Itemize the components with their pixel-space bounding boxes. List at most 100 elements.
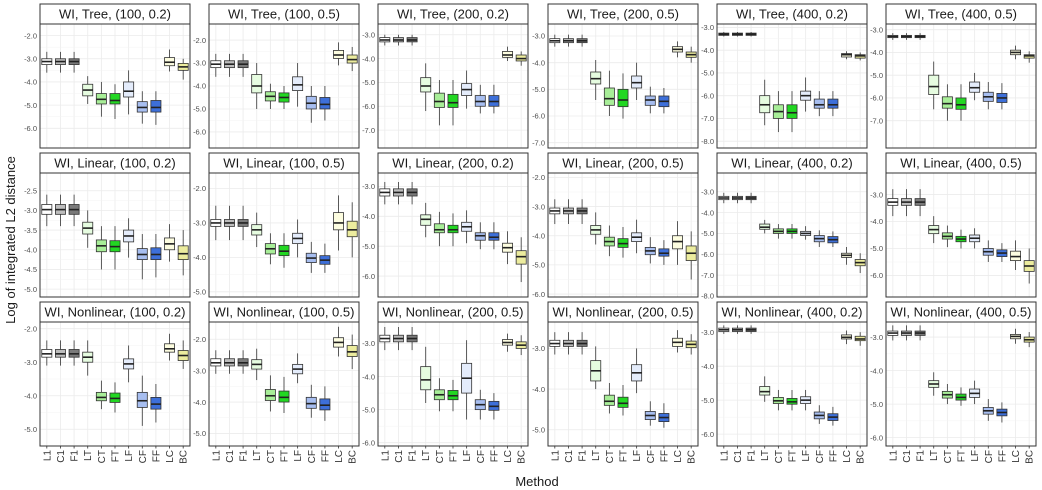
x-tick-label: FF [659,450,670,462]
box-BC [177,245,189,261]
box-LT [759,386,771,396]
y-tick-label: -5.0 [701,229,714,238]
x-tick-label: LT [252,450,263,461]
y-tick-label: -5.0 [193,429,206,438]
y-tick-label: -4.0 [24,391,37,400]
x-tick-label: CF [476,450,487,463]
y-tick-label: -6.0 [532,112,545,121]
y-tick-label: -6.0 [362,438,375,447]
y-tick-label: -3.0 [532,32,545,41]
panel-title: WI, Tree, (100, 0.2) [59,7,171,22]
y-tick-label: -5.0 [193,105,206,114]
y-tick-label: -6.0 [532,290,545,299]
y-tick-label: -7.0 [701,114,714,123]
x-tick-label: FT [788,450,799,462]
y-tick-label: -3.0 [870,333,883,342]
y-tick-label: -3.0 [870,190,883,199]
x-tick-label: FT [957,450,968,462]
y-tick-label: -7.0 [701,271,714,280]
y-tick-label: -4.0 [701,208,714,217]
y-tick-label: -3.0 [362,30,375,39]
x-tick-label: FT [449,450,460,462]
x-tick-label: CT [435,450,446,463]
panel: WI, Tree, (200, 0.2) -3.0 -4.0 -5.0 -6.0 -7.0 [362,3,529,149]
panel: WI, Nonlinear, (200, 0.5) -3.0 -4.0 -5.0 -6.… [362,301,529,464]
box-CT [603,87,615,106]
x-tick-label: LF [293,450,304,462]
panel-border [39,23,191,149]
box-LT [420,77,432,93]
y-tick-label: -4.5 [24,265,37,274]
panel-border [716,172,868,298]
x-tick-label: BC [348,450,359,464]
box-FT [617,88,629,108]
y-tick-label: -6.0 [870,94,883,103]
panel-title: WI, Nonlinear, (100, 0.2) [45,305,186,320]
x-tick-label: FF [320,450,331,462]
y-tick-label: -4.0 [362,54,375,63]
box-FF [150,100,162,113]
y-tick-label: -5.0 [24,425,37,434]
x-tick-label: C1 [56,450,67,463]
x-tick-label: BC [179,450,190,464]
y-tick-label: -5.0 [701,396,714,405]
y-tick-label: -6.0 [870,433,883,442]
y-tick-label: -3.0 [532,202,545,211]
y-tick-label: -2.0 [193,36,206,45]
x-tick-label: FF [151,450,162,462]
y-tick-label: -2.0 [24,324,37,333]
x-tick-label: F1 [747,450,758,462]
box-FF [827,98,839,109]
box-FT [955,97,967,110]
y-tick-label: -4.0 [362,372,375,381]
x-tick-label: LT [760,450,771,461]
facet-grid: WI, Tree, (100, 0.2) -2.0 -3.0 -4.0 -5.0 -6.0… [24,3,1037,464]
x-tick-label: LT [83,450,94,461]
x-tick-label: LC [842,450,853,463]
y-tick-label: -4.0 [193,253,206,262]
box-LT [928,74,940,95]
x-tick-label: FF [997,450,1008,462]
y-tick-label: -7.0 [362,126,375,135]
x-tick-label: L1 [888,450,899,462]
panel: WI, Nonlinear, (200, 0.5)-3.0-4.0-5.0L1 C… [532,301,699,464]
y-tick-label: -5.0 [532,425,545,434]
box-FT [617,396,629,408]
y-tick-label: -6.0 [701,91,714,100]
y-tick-label: -5.0 [532,85,545,94]
box-LT [420,366,432,391]
panel-border [716,23,868,149]
y-tick-label: -4.0 [532,231,545,240]
x-tick-label: CT [943,450,954,463]
y-axis-title: Log of integrated L2 distance [3,156,18,324]
x-tick-label: LC [673,450,684,463]
y-tick-label: -3.0 [24,54,37,63]
box-FT [109,93,121,105]
y-tick-label: -3.0 [193,366,206,375]
panel: WI, Linear, (200, 0.5) -2.0 -3.0 -4.0 -5.0 -6… [532,152,699,299]
panel: WI, Nonlinear, (400, 0.2) -3.0 -4.0 -5.0 -6.… [701,301,868,464]
y-tick-label: -5.0 [870,71,883,80]
y-tick-label: -5.0 [362,242,375,251]
panel: WI, Tree, (100, 0.2) -2.0 -3.0 -4.0 -5.0 -6.0 [24,3,191,149]
x-tick-label: CT [774,450,785,463]
x-tick-label: FT [111,450,122,462]
x-tick-label: LF [801,450,812,462]
panel-title: WI, Tree, (200, 0.2) [397,7,509,22]
panel-title: WI, Nonlinear, (400, 0.2) [722,305,863,320]
x-tick-label: LF [970,450,981,462]
panel: WI, Linear, (400, 0.5) -3.0 -4.0 -5.0 -6.0 [870,152,1037,298]
y-tick-label: -4.0 [532,58,545,67]
y-tick-label: -3.0 [870,25,883,34]
panel-title: WI, Nonlinear, (200, 0.5) [383,305,524,320]
panel-title: WI, Linear, (100, 0.5) [223,156,344,171]
panel-title: WI, Linear, (400, 0.2) [731,156,852,171]
panel-title: WI, Tree, (400, 0.2) [736,7,848,22]
x-tick-label: F1 [916,450,927,462]
x-tick-label: LC [165,450,176,463]
y-tick-label: -5.0 [193,288,206,297]
x-tick-label: C1 [394,450,405,463]
y-tick-label: -5.0 [24,285,37,294]
y-tick-label: -3.0 [193,219,206,228]
